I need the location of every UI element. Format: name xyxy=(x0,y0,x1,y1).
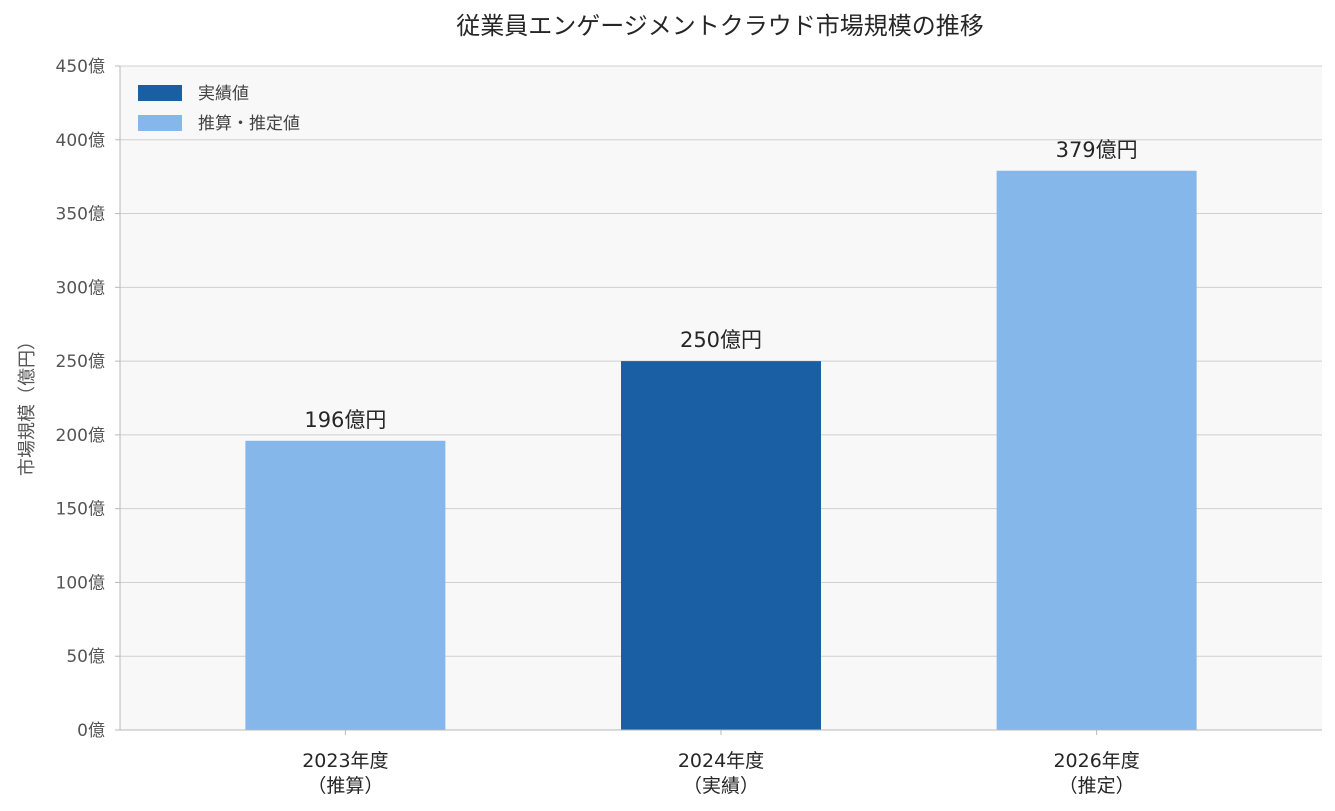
bar xyxy=(621,361,821,730)
y-tick-label: 400億 xyxy=(56,131,105,151)
bar xyxy=(996,170,1197,730)
y-tick-label: 150億 xyxy=(56,500,105,520)
x-tick-sublabel: （実績） xyxy=(683,775,759,797)
data-labels: 196億円 250億円 379億円 xyxy=(304,138,1137,432)
x-tick-sublabel: （推算） xyxy=(307,775,383,797)
chart-title: 従業員エンゲージメントクラウド市場規模の推移 xyxy=(456,12,984,40)
y-tick-label: 350億 xyxy=(56,205,105,225)
data-label: 379億円 xyxy=(1056,138,1138,162)
y-tick-labels: 0億 50億 100億 150億 200億 250億 300億 350億 400億 450億 xyxy=(56,57,120,741)
y-tick-label: 100億 xyxy=(56,573,105,593)
y-tick-label: 50億 xyxy=(66,647,105,667)
data-label: 196億円 xyxy=(304,408,386,432)
legend-swatch xyxy=(138,85,182,101)
legend-label: 推算・推定値 xyxy=(198,114,300,134)
legend-swatch xyxy=(138,115,182,131)
data-label: 250億円 xyxy=(680,328,762,352)
x-tick-sublabel: （推定） xyxy=(1059,775,1135,797)
y-tick-label: 450億 xyxy=(56,57,105,77)
bars xyxy=(245,170,1197,730)
bar xyxy=(245,440,446,730)
y-tick-label: 250億 xyxy=(56,352,105,372)
y-tick-label: 0億 xyxy=(77,721,105,741)
y-tick-label: 200億 xyxy=(56,426,105,446)
x-tick-label: 2023年度 xyxy=(302,750,388,772)
legend-label: 実績値 xyxy=(198,84,249,104)
y-tick-label: 300億 xyxy=(56,278,105,298)
x-tick-label: 2026年度 xyxy=(1053,750,1139,772)
x-tick-labels: 2023年度 （推算） 2024年度 （実績） 2026年度 （推定） xyxy=(302,730,1140,797)
x-tick-label: 2024年度 xyxy=(678,750,764,772)
y-axis-title: 市場規模（億円） xyxy=(17,332,38,476)
